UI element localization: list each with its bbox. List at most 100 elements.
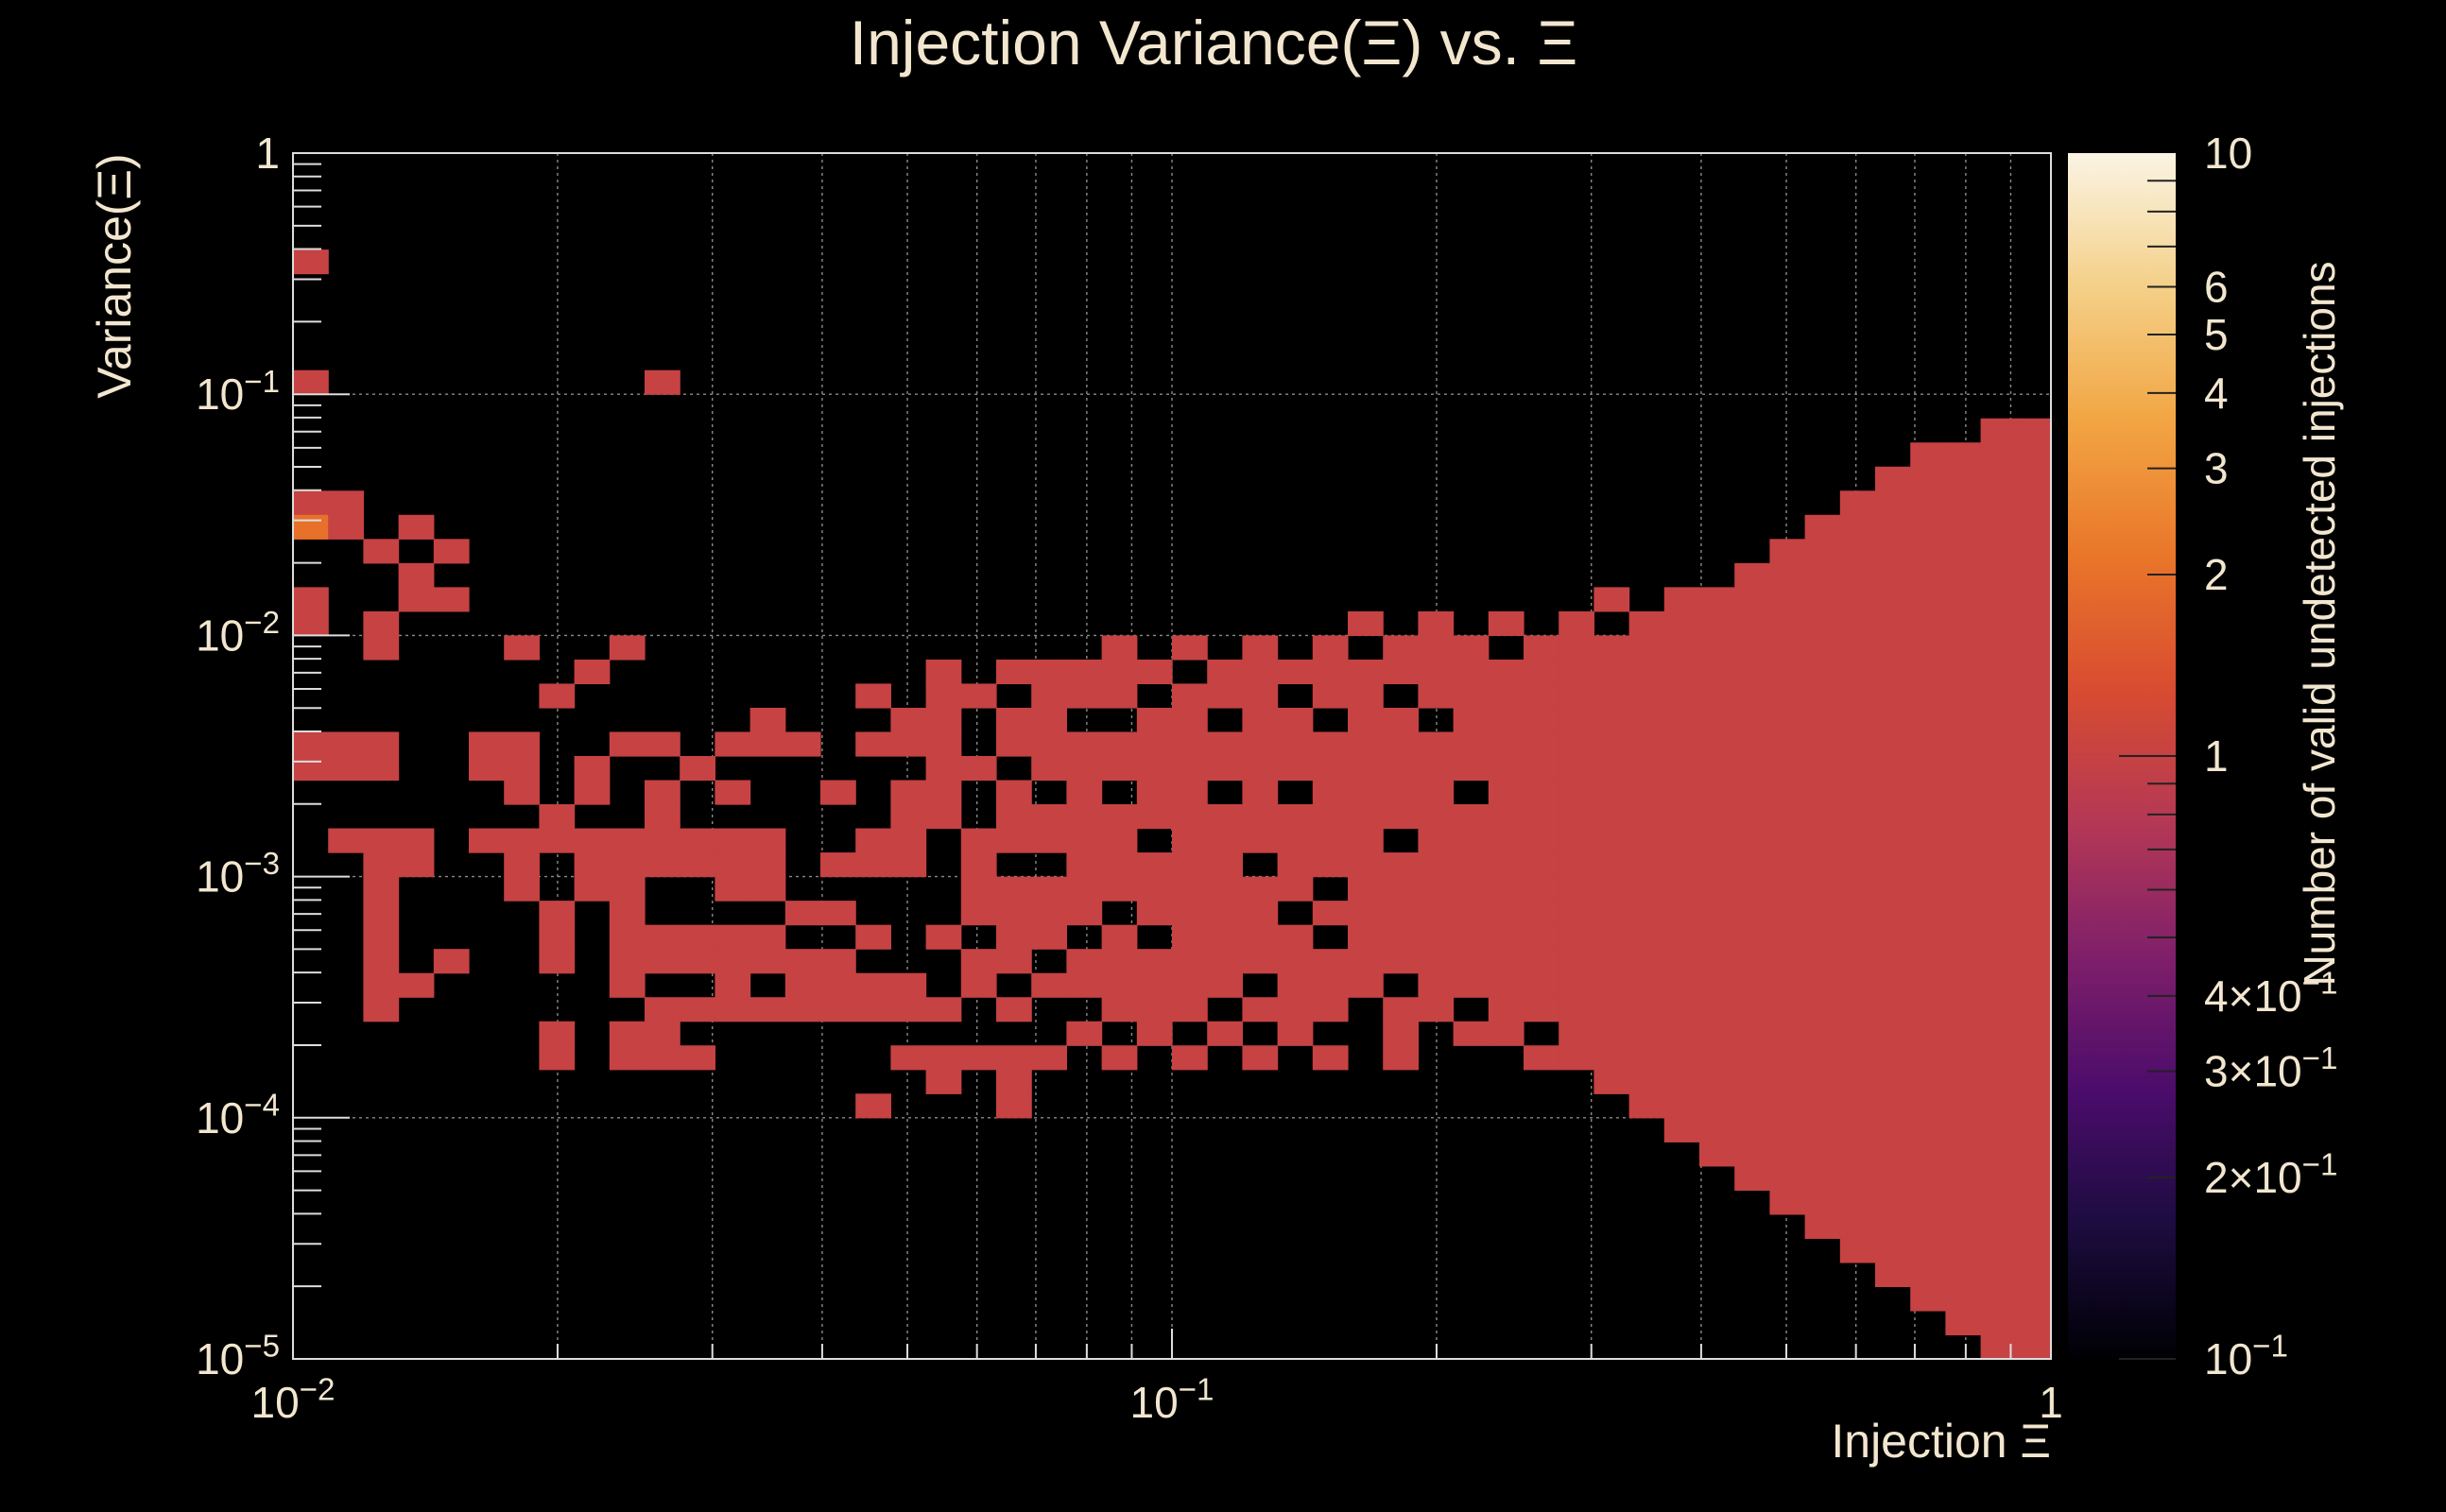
heatmap-cell [1207,852,1243,878]
heatmap-cell [1593,587,1630,612]
heatmap-cell [1910,1069,1946,1094]
heatmap-cell [1101,972,1138,998]
heatmap-cell [2015,539,2052,564]
heatmap-cell [1172,901,1208,926]
heatmap-cell [1628,852,1665,878]
heatmap-cell [1804,972,1841,998]
heatmap-cell [1312,731,1349,757]
heatmap-cell [469,756,505,782]
heatmap-cell [1593,635,1630,661]
heatmap-cell [1207,659,1243,685]
heatmap-cell [1559,1045,1594,1071]
heatmap-cell [1875,1021,1911,1046]
heatmap-cell [1136,949,1173,974]
heatmap-cell [363,997,400,1022]
heatmap-cell [2015,466,2052,491]
heatmap-cell [609,972,646,998]
heatmap-cell [1031,828,1067,853]
heatmap-cell [1804,683,1841,709]
heatmap-cell [1453,804,1490,830]
heatmap-cell [1910,1117,1946,1143]
heatmap-cell [1207,683,1243,709]
heatmap-cell [1453,949,1490,974]
heatmap-cell [1488,707,1524,733]
heatmap-cell [996,1093,1032,1119]
heatmap-cell [1875,514,1911,540]
heatmap-cell [574,659,611,685]
heatmap-cell [1699,587,1735,612]
heatmap-cell [1804,876,1841,902]
heatmap-cell [1945,1262,1982,1288]
heatmap-cell [609,1045,646,1071]
heatmap-cell [1101,731,1138,757]
heatmap-cell [960,972,997,998]
heatmap-cell [1980,828,2017,853]
heatmap-cell [1593,1021,1630,1046]
heatmap-cell [1207,1021,1243,1046]
colorbar-label: Number of valid undetected injections [2295,261,2344,986]
heatmap-cell [2015,1142,2052,1167]
heatmap-cell [1945,731,1982,757]
heatmap-cell [1559,972,1594,998]
heatmap-cell [890,828,927,853]
heatmap-cell [1839,587,1876,612]
heatmap-cell [1699,1045,1735,1071]
heatmap-cell [996,901,1032,926]
heatmap-cell [645,780,680,805]
heatmap-cell [1066,828,1103,853]
heatmap-cell [1734,1093,1770,1119]
heatmap-cell [1242,756,1279,782]
heatmap-cell [1875,562,1911,588]
heatmap-cell [1628,635,1665,661]
heatmap-cell [1734,1117,1770,1143]
heatmap-cell [645,1045,680,1071]
heatmap-cell [1769,780,1806,805]
heatmap-cell [855,828,891,853]
heatmap-cell [609,876,646,902]
heatmap-cell [996,997,1032,1022]
heatmap-cell [1663,1045,1700,1071]
heatmap-cell [1593,659,1630,685]
heatmap-cell [1663,828,1700,853]
heatmap-cell [1769,731,1806,757]
heatmap-cell [1875,1190,1911,1215]
heatmap-cell [996,1069,1032,1094]
colorbar-tick-label: 4 [2204,369,2229,418]
heatmap-cell [1699,972,1735,998]
heatmap-cell [996,828,1032,853]
heatmap-cell [1699,949,1735,974]
heatmap-cell [1980,1262,2017,1288]
heatmap-cell [1980,610,2017,636]
heatmap-cell [1875,659,1911,685]
heatmap-cell [1453,852,1490,878]
heatmap-cell [1875,466,1911,491]
heatmap-cell [1663,949,1700,974]
heatmap-cell [1559,707,1594,733]
heatmap-cell [1699,1093,1735,1119]
heatmap-cell [609,924,646,950]
heatmap-cell [960,1045,997,1071]
heatmap-cell [1453,683,1490,709]
heatmap-cell [1418,997,1455,1022]
heatmap-cell [1910,1238,1946,1263]
y-axis-label: Variance(Ξ) [88,153,141,398]
heatmap-cell [1066,949,1103,974]
heatmap-cell [363,539,400,564]
heatmap-cell [1628,731,1665,757]
heatmap-cell [1699,1021,1735,1046]
heatmap-cell [363,828,400,853]
heatmap-cell [1242,901,1279,926]
heatmap-cell [1980,756,2017,782]
heatmap-cell [328,828,364,853]
heatmap-cell [1875,1069,1911,1094]
heatmap-cell [1207,972,1243,998]
heatmap-cell [996,924,1032,950]
heatmap-cell [1488,683,1524,709]
heatmap-cell [1734,683,1770,709]
heatmap-cell [1875,1262,1911,1288]
heatmap-cell [1559,780,1594,805]
heatmap-cell [1839,1190,1876,1215]
heatmap-cell [1910,876,1946,902]
heatmap-cell [2015,1286,2052,1312]
heatmap-cell [1418,924,1455,950]
